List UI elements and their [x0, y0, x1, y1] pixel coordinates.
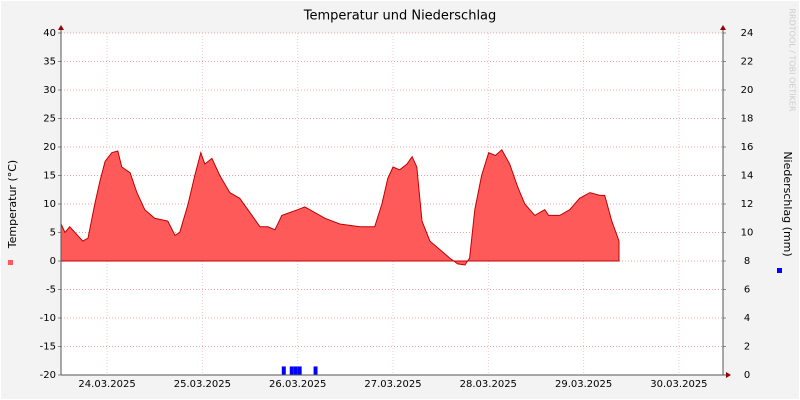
- x-tick-label: 29.03.2025: [555, 379, 612, 390]
- y-tick-label: 5: [50, 228, 56, 239]
- chart-title: Temperatur und Niederschlag: [303, 9, 497, 24]
- y-tick-label: 0: [50, 256, 56, 267]
- x-tick-label: 27.03.2025: [364, 379, 421, 390]
- y-tick-label: -10: [40, 313, 56, 324]
- y2-tick-label: 16: [741, 142, 754, 153]
- y2-tick-label: 6: [744, 285, 750, 296]
- x-tick-label: 30.03.2025: [650, 379, 707, 390]
- area: [60, 149, 620, 266]
- bar: [313, 366, 318, 375]
- y2-tick-label: 10: [741, 228, 754, 239]
- bar: [289, 366, 294, 375]
- y-tick-label: -15: [40, 342, 56, 353]
- y2-tick-label: 18: [741, 114, 754, 125]
- y2-tick-label: 2: [744, 342, 750, 353]
- y2-tick-label: 4: [744, 313, 750, 324]
- y-tick-label: 25: [43, 114, 56, 125]
- axes: -20-15-10-505101520253035400246810121416…: [8, 25, 782, 390]
- y-tick-label: 30: [43, 85, 56, 96]
- y2-tick-label: 12: [741, 199, 754, 210]
- y-tick-label: 40: [43, 28, 56, 39]
- bar: [293, 366, 298, 375]
- y-tick-label: 20: [43, 142, 56, 153]
- y2-axis-title: Niederschlag (mm): [781, 151, 794, 256]
- watermark: RRDTOOL / TOBI OETIKER: [788, 8, 797, 111]
- y2-tick-label: 20: [741, 85, 754, 96]
- bar: [281, 366, 286, 375]
- y2-tick-label: 22: [741, 57, 754, 68]
- axis-arrow: [720, 25, 726, 30]
- x-tick-label: 25.03.2025: [174, 379, 231, 390]
- y2-tick-label: 8: [744, 256, 750, 267]
- y-tick-label: 10: [43, 199, 56, 210]
- y-axis-title: Temperatur (°C): [6, 160, 19, 249]
- axis-arrow: [58, 25, 64, 30]
- y-tick-label: -5: [46, 285, 56, 296]
- y-tick-label: 35: [43, 57, 56, 68]
- y-tick-label: 15: [43, 171, 56, 182]
- x-tick-label: 28.03.2025: [460, 379, 517, 390]
- y2-tick-label: 14: [741, 171, 754, 182]
- axis-arrow: [726, 372, 731, 378]
- y-tick-label: -20: [40, 370, 56, 381]
- legend-swatch: [777, 268, 782, 273]
- x-tick-label: 26.03.2025: [269, 379, 326, 390]
- marks: [60, 149, 620, 375]
- bar: [297, 366, 302, 375]
- y2-tick-label: 0: [744, 370, 750, 381]
- y2-tick-label: 24: [741, 28, 754, 39]
- x-tick-label: 24.03.2025: [78, 379, 135, 390]
- legend-swatch: [8, 260, 13, 265]
